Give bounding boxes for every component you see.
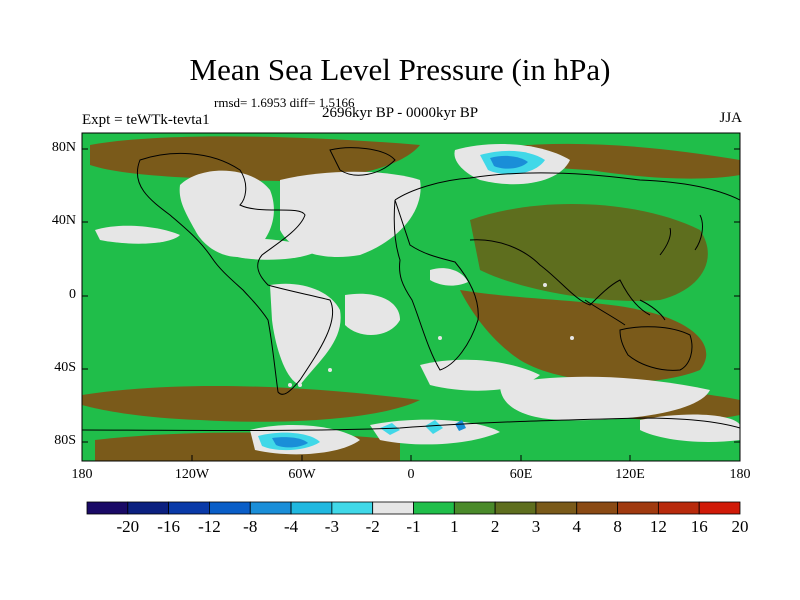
coastlines — [82, 147, 740, 431]
x-tick-label: 180 — [729, 467, 751, 482]
y-tick-label: 80S — [54, 433, 76, 448]
colorbar-swatch — [372, 501, 414, 515]
colorbar-label: -16 — [157, 517, 180, 536]
colorbar-swatch — [249, 501, 292, 515]
colorbar-swatch — [535, 501, 578, 515]
x-tick-label: 0 — [407, 467, 415, 482]
speckle-markers — [288, 283, 574, 387]
colorbar-swatch — [86, 501, 129, 515]
colorbar-label: 1 — [450, 517, 459, 536]
x-tick-label: 60E — [509, 467, 533, 482]
map-title: Mean Sea Level Pressure (in hPa) — [189, 52, 611, 87]
season-label: JJA — [719, 110, 742, 126]
colorbar-label: 3 — [531, 517, 541, 536]
colorbar-label: -4 — [283, 517, 299, 536]
experiment-label: Expt = teWTk-tevta1 — [82, 112, 210, 128]
colorbar-swatch — [209, 501, 251, 515]
period-line: 2696kyr BP - 0000kyr BP — [322, 105, 479, 121]
colorbar-swatch — [127, 501, 170, 515]
colorbar-label: 8 — [613, 517, 622, 536]
colorbar-swatch — [413, 501, 455, 515]
colorbar-swatch — [698, 501, 741, 515]
colorbar-swatch — [453, 501, 496, 515]
y-tick-label: 80N — [51, 140, 76, 155]
x-tick-label: 60W — [288, 467, 316, 482]
colorbar-swatch — [168, 501, 210, 515]
neutral-regions — [95, 170, 740, 455]
x-tick-label: 180 — [71, 467, 93, 482]
negative-anomaly-regions — [258, 144, 570, 451]
y-tick-label: 40N — [51, 213, 76, 228]
stats-line: rmsd= 1.6953 diff= 1.5166 — [214, 95, 355, 110]
colorbar-swatch — [494, 501, 537, 515]
y-tick-label: 40S — [54, 360, 76, 375]
x-ticks — [81, 455, 741, 461]
colorbar-label: -20 — [116, 517, 140, 536]
colorbar-swatch — [290, 501, 333, 515]
x-tick-label: 120E — [615, 467, 645, 482]
y-ticks — [82, 148, 740, 443]
y-tick-label: 0 — [69, 287, 76, 302]
colorbar-label: -1 — [406, 517, 421, 536]
colorbar-label: -3 — [324, 517, 339, 536]
colorbar-swatch — [617, 501, 659, 515]
colorbar-label: -8 — [243, 517, 258, 536]
colorbar-label: 4 — [572, 517, 582, 536]
x-tick-label: 120W — [174, 467, 210, 482]
colorbar-swatch — [576, 501, 618, 515]
colorbar-label: 2 — [490, 517, 500, 536]
colorbar-label: 12 — [649, 517, 667, 536]
colorbar-swatch — [657, 501, 700, 515]
colorbar-label: 20 — [731, 517, 749, 536]
colorbar-label: -12 — [198, 517, 221, 536]
colorbar-swatch — [331, 501, 374, 515]
colorbar-label: -2 — [365, 517, 380, 536]
colorbar-label: 16 — [690, 517, 708, 536]
